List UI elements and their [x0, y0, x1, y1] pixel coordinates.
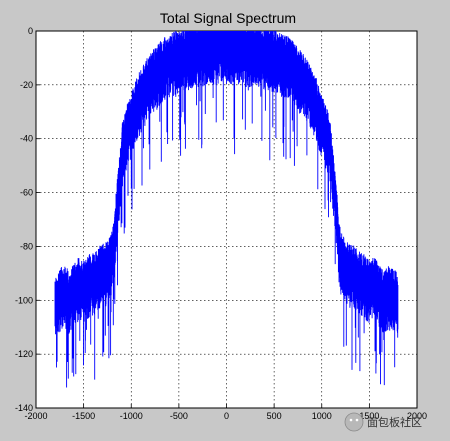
- x-tick-label: -2000: [24, 411, 47, 421]
- wechat-logo-eye: [355, 418, 359, 422]
- wechat-logo-eye: [349, 418, 353, 422]
- x-tick-label: -1500: [72, 411, 95, 421]
- x-tick-label: 2000: [407, 411, 427, 421]
- x-tick-label: 1500: [359, 411, 379, 421]
- watermark: 面包板社区: [344, 412, 422, 432]
- y-tick-label: -80: [20, 241, 33, 251]
- axis-ticks: -2000 -1500 -1000 -500 0 500 1000 1500 2000 0 -20 -…: [15, 26, 427, 421]
- x-tick-label: -1000: [120, 411, 143, 421]
- x-tick-label: 1000: [312, 411, 332, 421]
- spectrum-series-line: [54, 46, 399, 301]
- x-tick-label: -500: [170, 411, 188, 421]
- y-tick-label: -140: [15, 403, 33, 413]
- chart-title: Total Signal Spectrum: [160, 10, 296, 26]
- x-tick-label: 500: [267, 411, 282, 421]
- y-tick-label: -60: [20, 188, 33, 198]
- watermark-text: 面包板社区: [367, 415, 422, 429]
- y-tick-label: 0: [28, 26, 33, 36]
- series-layer: [54, 31, 399, 388]
- y-tick-label: -40: [20, 134, 33, 144]
- wechat-logo-icon: [344, 412, 364, 432]
- x-tick-label: 0: [224, 411, 229, 421]
- y-tick-label: -100: [15, 295, 33, 305]
- y-tick-label: -20: [20, 80, 33, 90]
- y-tick-label: -120: [15, 349, 33, 359]
